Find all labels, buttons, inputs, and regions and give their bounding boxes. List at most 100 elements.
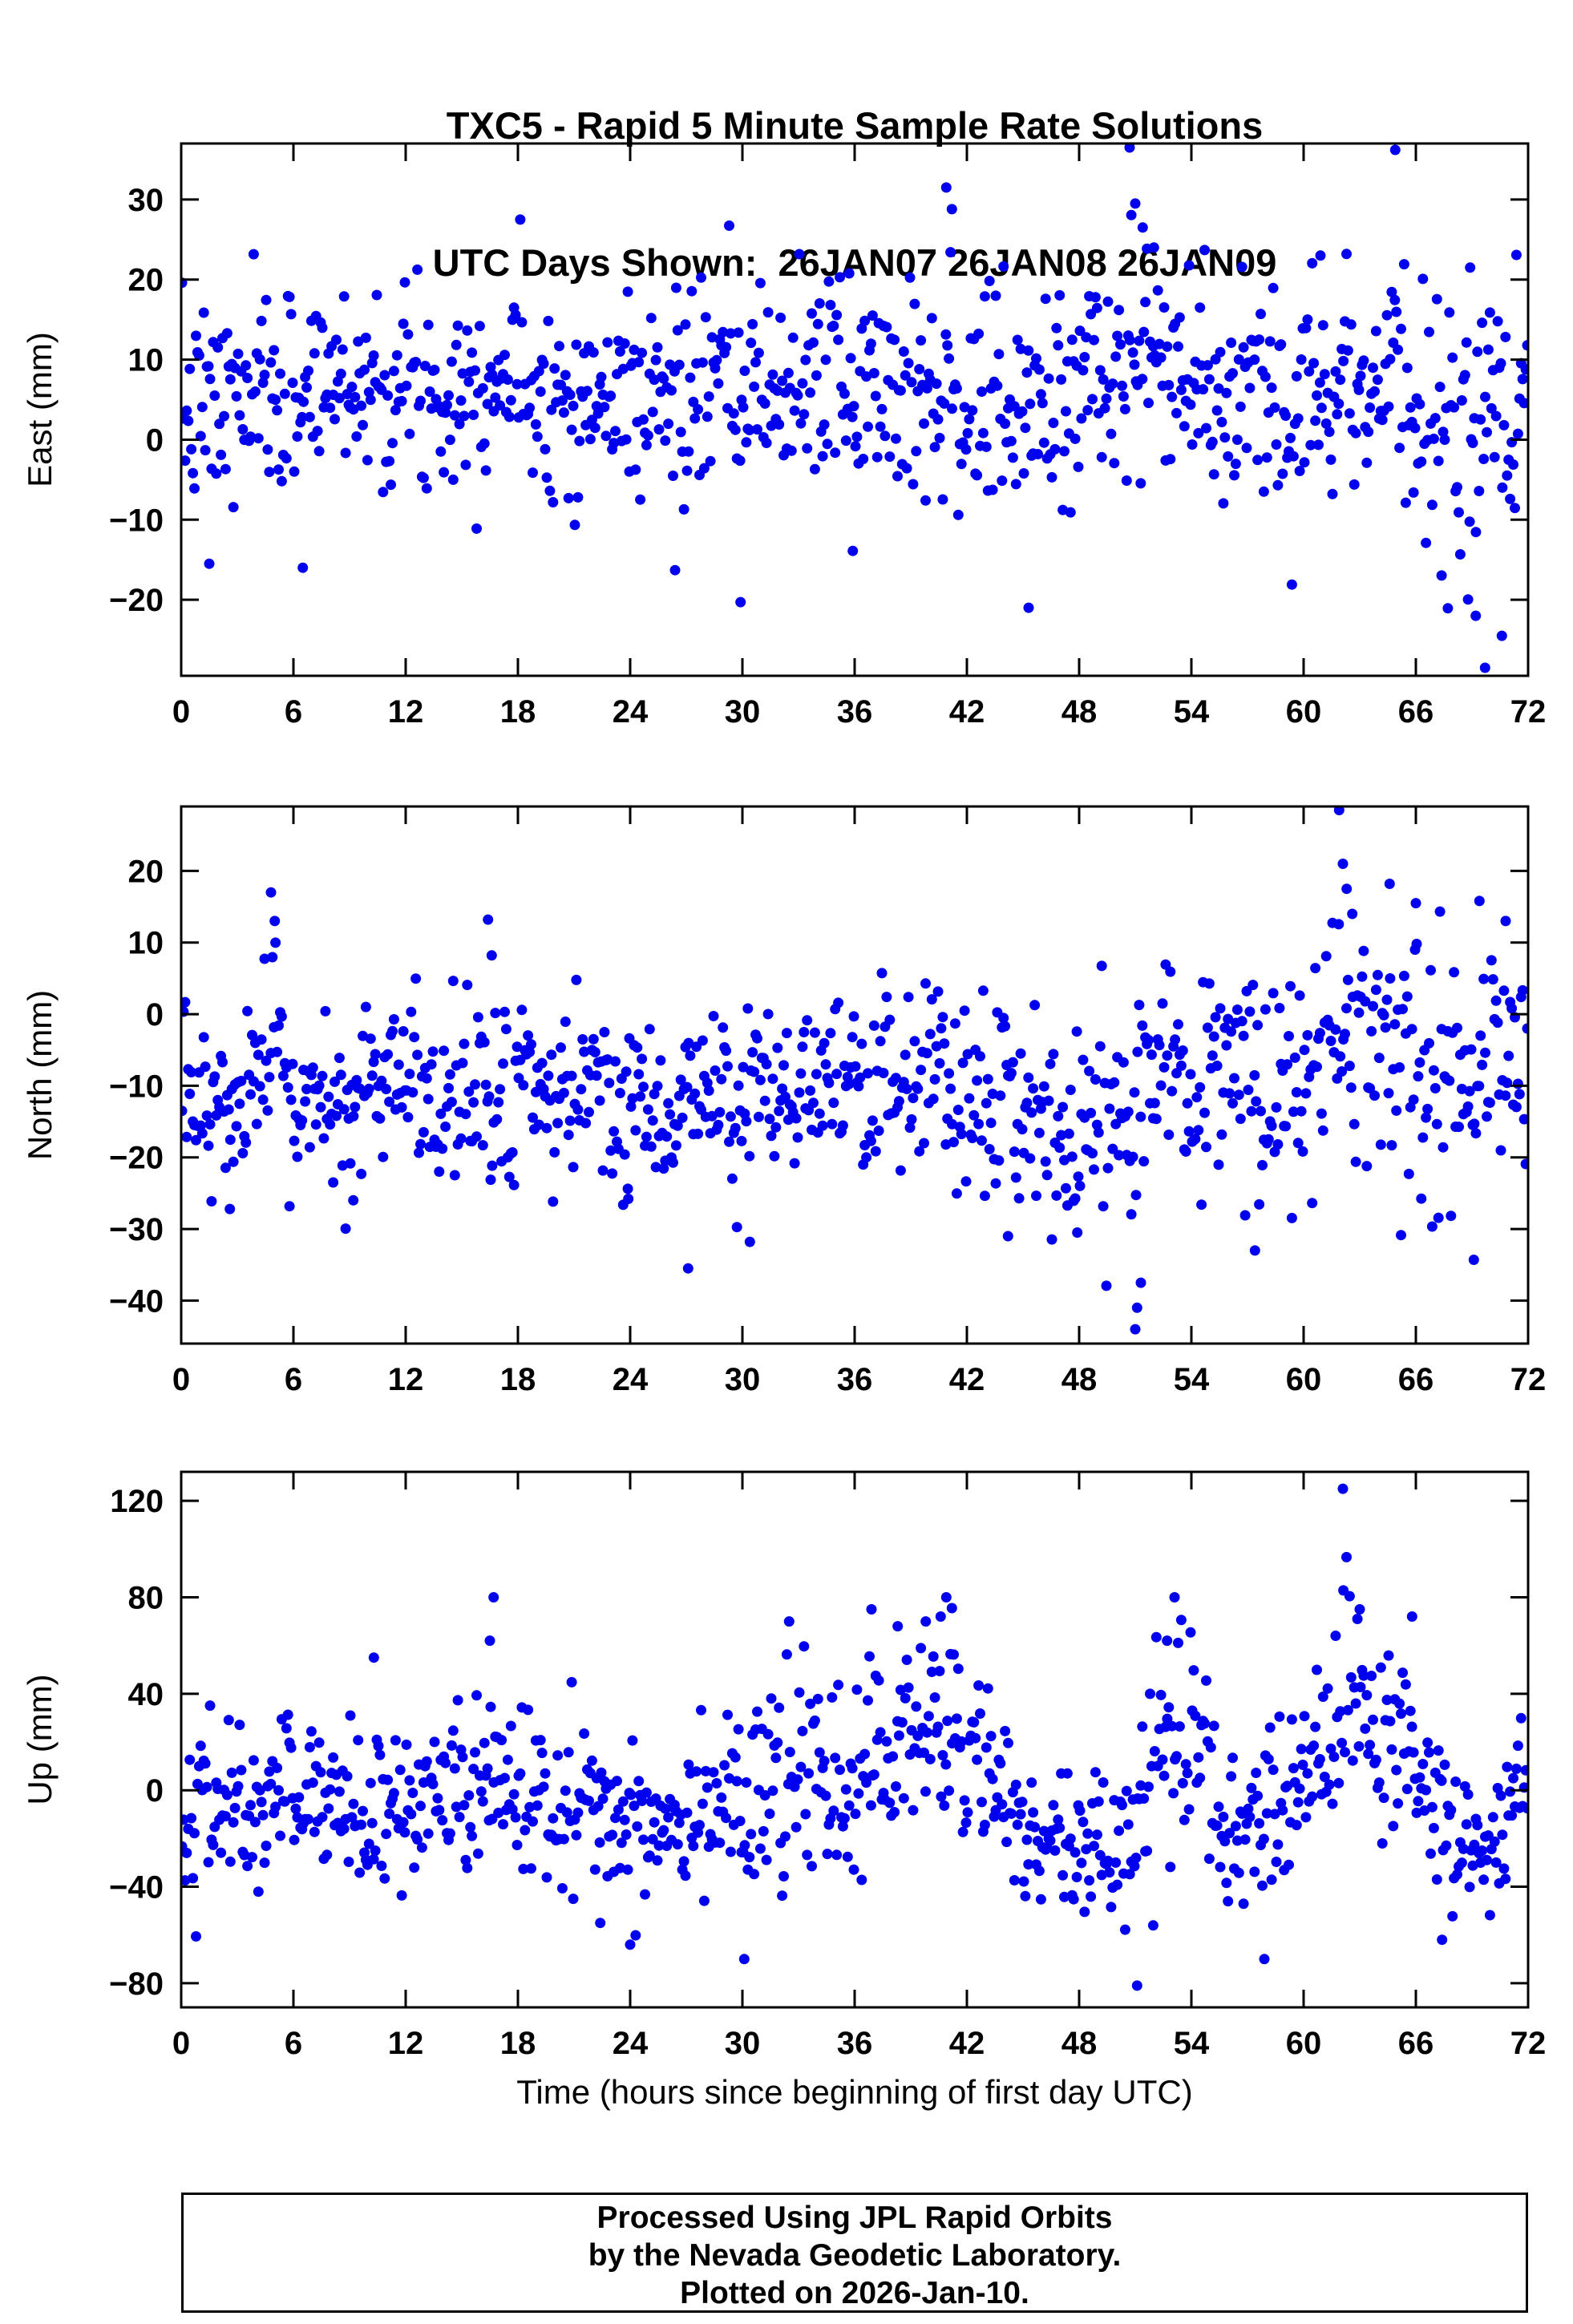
- data-point: [459, 1800, 470, 1811]
- data-point: [914, 364, 925, 374]
- data-point: [1325, 454, 1336, 465]
- outlier-point: [935, 1611, 946, 1622]
- data-point: [638, 1834, 649, 1845]
- data-point: [410, 357, 422, 368]
- data-point: [697, 1798, 708, 1809]
- data-point: [518, 1080, 529, 1091]
- data-point: [1500, 1090, 1511, 1101]
- data-point: [924, 1753, 936, 1764]
- data-point: [1344, 1061, 1355, 1072]
- data-point: [558, 1833, 569, 1845]
- data-point: [1045, 1835, 1056, 1846]
- data-point: [470, 1079, 480, 1090]
- data-point: [1021, 367, 1033, 378]
- data-point: [386, 479, 396, 491]
- data-point: [1408, 1094, 1419, 1105]
- data-point: [831, 309, 843, 321]
- data-point: [589, 1047, 600, 1057]
- data-point: [1474, 486, 1485, 496]
- data-point: [223, 1104, 234, 1115]
- data-point: [415, 1138, 426, 1150]
- data-point: [404, 428, 415, 439]
- data-point: [906, 1113, 917, 1125]
- data-point: [1444, 307, 1455, 318]
- data-point: [780, 1831, 791, 1842]
- data-point: [916, 1643, 927, 1654]
- x-tick-label: 0: [172, 2026, 190, 2061]
- data-point: [203, 1857, 214, 1868]
- data-point: [607, 1168, 618, 1179]
- data-point: [1324, 1779, 1335, 1790]
- data-point: [384, 1096, 395, 1107]
- data-point: [563, 1130, 574, 1141]
- data-point: [1224, 1828, 1235, 1839]
- data-point: [1157, 1754, 1168, 1765]
- data-point: [1312, 390, 1322, 401]
- data-point: [863, 1068, 873, 1079]
- data-point: [1137, 1721, 1148, 1732]
- data-point: [1442, 603, 1454, 614]
- data-point: [370, 1845, 381, 1856]
- data-point: [956, 1736, 967, 1747]
- data-point: [1015, 1048, 1026, 1059]
- data-point: [594, 1095, 605, 1106]
- data-point: [512, 1840, 523, 1850]
- data-point: [328, 1752, 339, 1763]
- data-point: [1436, 570, 1447, 581]
- data-point: [1508, 1772, 1518, 1784]
- data-point: [467, 347, 478, 358]
- data-point: [1179, 421, 1190, 432]
- data-point: [188, 1873, 199, 1884]
- data-point: [652, 1081, 663, 1092]
- data-point: [1520, 1158, 1528, 1170]
- data-point: [317, 1070, 328, 1081]
- data-point: [1035, 1894, 1046, 1905]
- data-point: [1112, 1879, 1123, 1890]
- data-point: [1317, 1691, 1328, 1702]
- data-point: [528, 1112, 538, 1123]
- data-point: [1099, 402, 1110, 414]
- data-point: [204, 1700, 216, 1712]
- data-point: [204, 374, 216, 385]
- data-point: [1180, 1146, 1191, 1157]
- data-point: [566, 1070, 577, 1081]
- data-point: [921, 1727, 932, 1738]
- data-point: [1013, 1193, 1025, 1204]
- data-point: [532, 431, 543, 443]
- data-point: [973, 1118, 985, 1130]
- data-point: [1193, 427, 1204, 439]
- data-point: [725, 1111, 736, 1122]
- data-point: [1249, 1069, 1260, 1081]
- data-point: [730, 1752, 741, 1763]
- data-point: [1183, 1804, 1195, 1815]
- data-point: [1498, 1863, 1510, 1874]
- data-point: [700, 312, 711, 323]
- x-tick-label: 42: [949, 1362, 985, 1397]
- data-point: [952, 1105, 964, 1115]
- data-point: [1416, 456, 1427, 467]
- data-point: [419, 361, 431, 371]
- data-point: [767, 1073, 778, 1085]
- outlier-point: [623, 1194, 634, 1204]
- data-point: [1254, 1198, 1265, 1210]
- footer-box: Processed Using JPL Rapid Orbits by the …: [181, 2193, 1528, 2313]
- data-point: [962, 427, 973, 439]
- data-point: [868, 368, 880, 378]
- data-point: [1452, 482, 1462, 493]
- data-point: [515, 214, 526, 225]
- data-point: [1143, 1034, 1154, 1045]
- data-point: [1292, 413, 1304, 424]
- data-point: [762, 1008, 774, 1020]
- data-point: [1350, 1156, 1361, 1167]
- data-point: [1319, 1772, 1330, 1782]
- data-point: [406, 1809, 417, 1820]
- data-point: [254, 354, 265, 365]
- data-point: [600, 430, 612, 442]
- outlier-point: [866, 1604, 877, 1615]
- data-point: [617, 1796, 629, 1807]
- x-tick-label: 18: [500, 2026, 536, 2061]
- footer-line3: Plotted on 2026-Jan-10.: [680, 2276, 1029, 2310]
- data-point: [256, 1034, 267, 1045]
- data-point: [1495, 1790, 1506, 1801]
- data-point: [599, 402, 610, 413]
